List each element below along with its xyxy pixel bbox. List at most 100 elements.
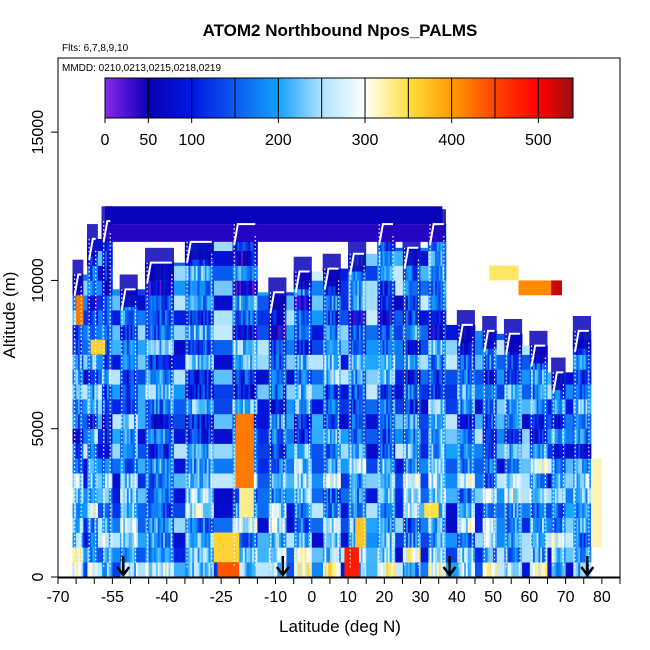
heatmap-cell (329, 324, 333, 341)
heatmap-cell (357, 295, 360, 311)
heatmap-cell (581, 517, 585, 533)
heatmap-cell (206, 310, 209, 326)
heatmap-cell (168, 562, 171, 578)
heatmap-cell (440, 517, 443, 533)
heatmap-cell (79, 532, 82, 548)
heatmap-cell (94, 369, 97, 385)
heatmap-cell (155, 502, 159, 518)
heatmap-cell (380, 265, 383, 281)
heatmap-cell (206, 295, 209, 311)
heatmap-cell (516, 547, 519, 563)
heatmap-cell (92, 517, 95, 533)
heatmap-cell (407, 413, 411, 430)
heatmap-cell (473, 369, 476, 385)
heatmap-cell (280, 473, 284, 489)
heatmap-cell (213, 241, 233, 252)
colorbar-swatch (302, 78, 307, 118)
heatmap-cell (184, 354, 188, 370)
colorbar-swatch (250, 78, 255, 118)
heatmap-cell (105, 310, 108, 326)
heatmap-cell (442, 250, 445, 266)
heatmap-cell (485, 517, 489, 533)
heatmap-cell (195, 502, 198, 518)
heatmap-cell (380, 413, 383, 430)
heatmap-cell (404, 502, 407, 518)
heatmap-cell (581, 413, 585, 430)
heatmap-cell (106, 413, 110, 430)
heatmap-cell (493, 473, 496, 489)
heatmap-cell (431, 443, 434, 459)
heatmap-cell (83, 399, 88, 415)
heatmap-cell (188, 473, 191, 489)
heatmap-cell (244, 235, 247, 252)
heatmap-cell (250, 280, 253, 296)
heatmap-cell (415, 295, 418, 311)
heatmap-cell (270, 413, 273, 430)
heatmap-cell (574, 488, 577, 504)
heatmap-cell (295, 443, 298, 459)
heatmap-cell (204, 265, 208, 281)
heatmap-cell (250, 265, 253, 281)
heatmap-cell (251, 354, 255, 370)
heatmap-cell (103, 295, 106, 311)
heatmap-cell (119, 399, 122, 415)
heatmap-cell (542, 547, 545, 563)
heatmap-cell (366, 253, 378, 266)
heatmap-cell (328, 443, 331, 459)
heatmap-cell (429, 547, 432, 563)
heatmap-cell (101, 473, 104, 489)
heatmap-cell (565, 413, 574, 430)
heatmap-cell (580, 532, 583, 548)
colorbar-swatch (188, 78, 193, 118)
heatmap-cell (411, 324, 414, 341)
heatmap-cell (494, 428, 498, 444)
heatmap-cell (192, 517, 195, 533)
heatmap-cell (420, 369, 429, 385)
heatmap-cell (197, 280, 200, 296)
heatmap-cell (389, 413, 392, 430)
heatmap-cell (279, 547, 282, 563)
heatmap-cell (174, 384, 186, 400)
heatmap-cell (389, 384, 392, 400)
heatmap-cell (431, 413, 434, 430)
heatmap-cell (532, 399, 536, 415)
heatmap-cell (496, 413, 505, 430)
heatmap-cell (286, 413, 295, 430)
heatmap-cell (545, 443, 548, 459)
heatmap-cell (282, 502, 286, 518)
heatmap-cell (360, 324, 363, 341)
heatmap-cell (558, 384, 561, 400)
heatmap-cell (503, 399, 507, 415)
heatmap-cell (235, 354, 238, 370)
heatmap-cell (494, 443, 498, 459)
heatmap-cell (146, 562, 150, 578)
heatmap-cell (413, 339, 416, 355)
heatmap-cell (157, 458, 160, 474)
heatmap-cell (97, 238, 102, 252)
heatmap-cell (543, 517, 547, 533)
heatmap-cell (387, 562, 391, 578)
heatmap-cell (96, 280, 99, 296)
colorbar-swatch (437, 78, 442, 118)
heatmap-cell (357, 339, 360, 355)
heatmap-cell (199, 428, 202, 444)
colorbar-swatch (125, 78, 130, 118)
heatmap-cell (105, 473, 108, 489)
heatmap-cell (74, 502, 77, 518)
heatmap-cell (300, 369, 304, 385)
heatmap-cell (186, 488, 189, 504)
heatmap-cell (250, 369, 253, 385)
heatmap-cell (505, 443, 508, 459)
heatmap-cell (295, 473, 298, 489)
heatmap-cell (551, 488, 554, 504)
heatmap-cell (435, 488, 438, 504)
heatmap-cell (496, 473, 505, 489)
heatmap-cell (581, 458, 585, 474)
heatmap-cell (255, 324, 258, 341)
heatmap-cell (101, 310, 104, 326)
heatmap-cell (402, 324, 405, 341)
heatmap-cell (81, 547, 84, 563)
heatmap-cell (328, 310, 331, 326)
heatmap-cell (146, 413, 150, 430)
heatmap-cell (159, 295, 162, 311)
